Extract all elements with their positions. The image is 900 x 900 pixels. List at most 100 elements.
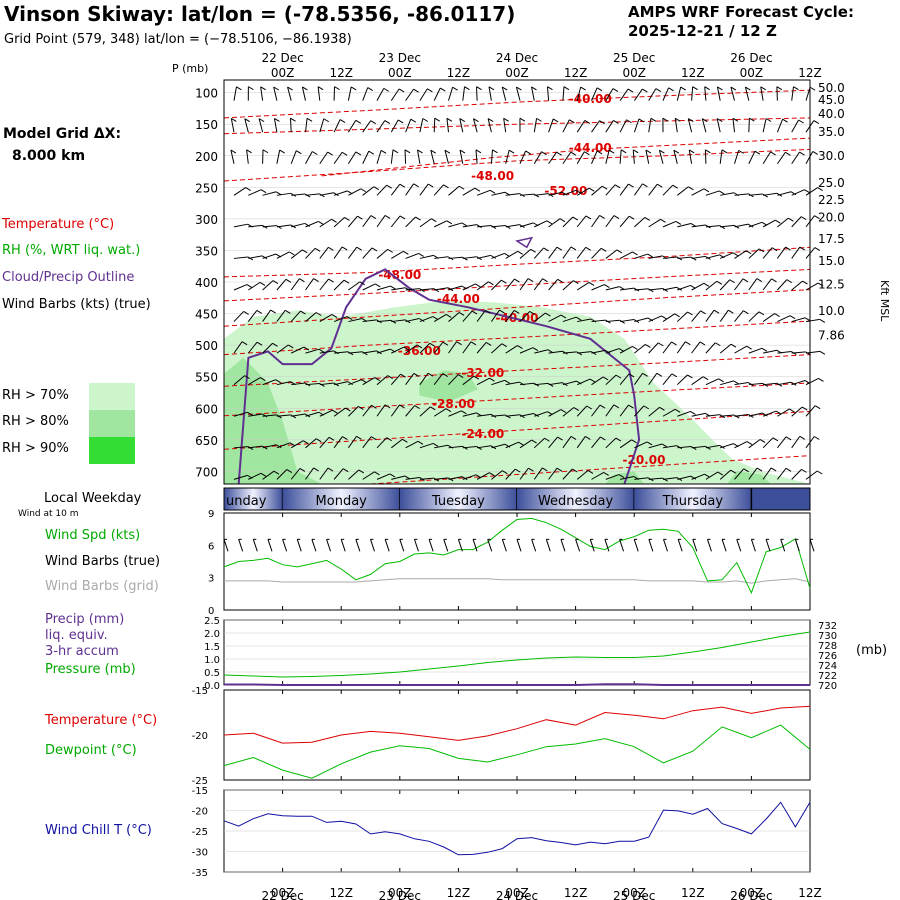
wind-barb [433, 408, 447, 417]
wind-barb-flag [613, 120, 619, 124]
surface-wind-barb [706, 539, 712, 552]
isotherm-label: -44.00 [569, 141, 612, 155]
wind-barb [419, 218, 432, 228]
wind-barb-flag [417, 149, 423, 154]
wind-barb-flag [383, 87, 390, 92]
wind-barb [433, 220, 448, 228]
temp-ytick-label: -25 [192, 776, 208, 787]
wind-barb [619, 149, 622, 164]
wind-barb [248, 189, 262, 196]
wind-barb-flag [817, 187, 823, 191]
wind-barb [247, 341, 258, 354]
wind-barb-flag [490, 254, 497, 259]
wind-barb-flag [323, 118, 330, 123]
wind-barb [519, 222, 534, 228]
wind-barb-flag [615, 437, 622, 442]
wind-barb [634, 405, 645, 417]
wind-barb [633, 183, 643, 196]
wind-barb [491, 225, 506, 228]
wind-barb [677, 222, 692, 228]
wind-barb [534, 411, 548, 417]
wind-barb [376, 88, 385, 101]
wind-barb [576, 215, 587, 228]
wind-barb [576, 120, 586, 133]
wind-barb-flag [501, 343, 508, 348]
wind-barb [276, 469, 288, 480]
wind-barb-flag [754, 150, 761, 155]
wind-barb [634, 217, 646, 228]
wind-barb-flag [604, 349, 611, 354]
wind-barb [491, 414, 506, 417]
wind-barb [734, 413, 749, 417]
wind-barb-flag [260, 377, 266, 381]
model-grid-label: Model Grid ΔX: [3, 126, 122, 142]
wind-barb [505, 224, 520, 228]
wind-barb-flag [273, 86, 279, 91]
wind-barb-flag [647, 253, 653, 258]
rh80-region [419, 370, 478, 402]
wind-barb-flag [661, 315, 667, 320]
wind-barb [748, 248, 760, 259]
wind-barb [405, 318, 420, 323]
wind-barb [233, 311, 245, 322]
wind-barb-flag [743, 468, 749, 473]
wind-barb-flag [347, 381, 354, 386]
wind-barb-flag [427, 88, 433, 93]
wind-barb [505, 381, 520, 386]
wind-barb-flag [573, 280, 579, 285]
pressure-ytick-label: 730 [818, 631, 837, 642]
wind-barb-flag [529, 311, 535, 315]
wind-barb [276, 414, 291, 417]
wind-barb [348, 188, 362, 196]
wind-barb-flag [557, 436, 563, 441]
wind-barb-flag [531, 439, 537, 444]
wind-barb-flag [799, 151, 805, 156]
precip-ytick-label: 0.0 [204, 681, 220, 692]
wind-barb [632, 149, 635, 164]
wind-barb-flag [645, 149, 652, 154]
surface-wind-barb [238, 539, 244, 552]
wind-barb-flag [446, 220, 453, 225]
wind-barb-flag [816, 470, 823, 475]
wind-barb [719, 149, 723, 164]
wind-barb [462, 187, 476, 196]
wind-barb [662, 184, 674, 196]
wind-barb [548, 151, 557, 165]
wind-barb [290, 278, 300, 291]
legend-sfc-temperature: Temperature (°C) [45, 713, 158, 728]
legend-precip: Precip (mm) [45, 612, 125, 627]
wind-barb-flag [614, 184, 621, 189]
wind-barb [634, 317, 649, 323]
wind-barb [548, 191, 563, 196]
wind-barb-flag [687, 374, 693, 379]
wind-barb-flag [432, 443, 439, 447]
wind-barb-flag [419, 318, 425, 322]
wind-barb-flag [345, 407, 351, 412]
wind-barb-flag [785, 246, 791, 251]
wind-barb-flag [313, 278, 319, 282]
wind-barb-flag [644, 217, 651, 221]
isotherm-label: -28.00 [432, 397, 475, 411]
wind-barb-flag [704, 473, 710, 478]
model-grid-value: 8.000 km [12, 148, 86, 164]
wind-barb [476, 86, 478, 101]
wind-barb-flag [299, 467, 306, 472]
wind-barb-flag [399, 183, 406, 188]
wind-barb-flag [586, 405, 592, 410]
wind-barb [762, 278, 772, 291]
surface-wind-barb [780, 539, 786, 552]
wind-barb-flag [704, 86, 710, 91]
wind-barb [548, 467, 558, 480]
wind-barb-flag [286, 469, 293, 473]
wind-barb [333, 246, 343, 259]
wind-barb-flag [762, 193, 768, 198]
wind-barb [648, 342, 659, 354]
wind-barb [762, 151, 771, 165]
surface-wind-barb [794, 539, 800, 552]
grid-point-label: Grid Point (579, 348) lat/lon = (−78.510… [4, 32, 352, 47]
wind-barb [433, 313, 447, 322]
wind-barb-flag [556, 151, 562, 156]
wind-barb [319, 436, 330, 449]
wind-barb-flag [375, 283, 381, 288]
wind-barb [262, 414, 277, 417]
